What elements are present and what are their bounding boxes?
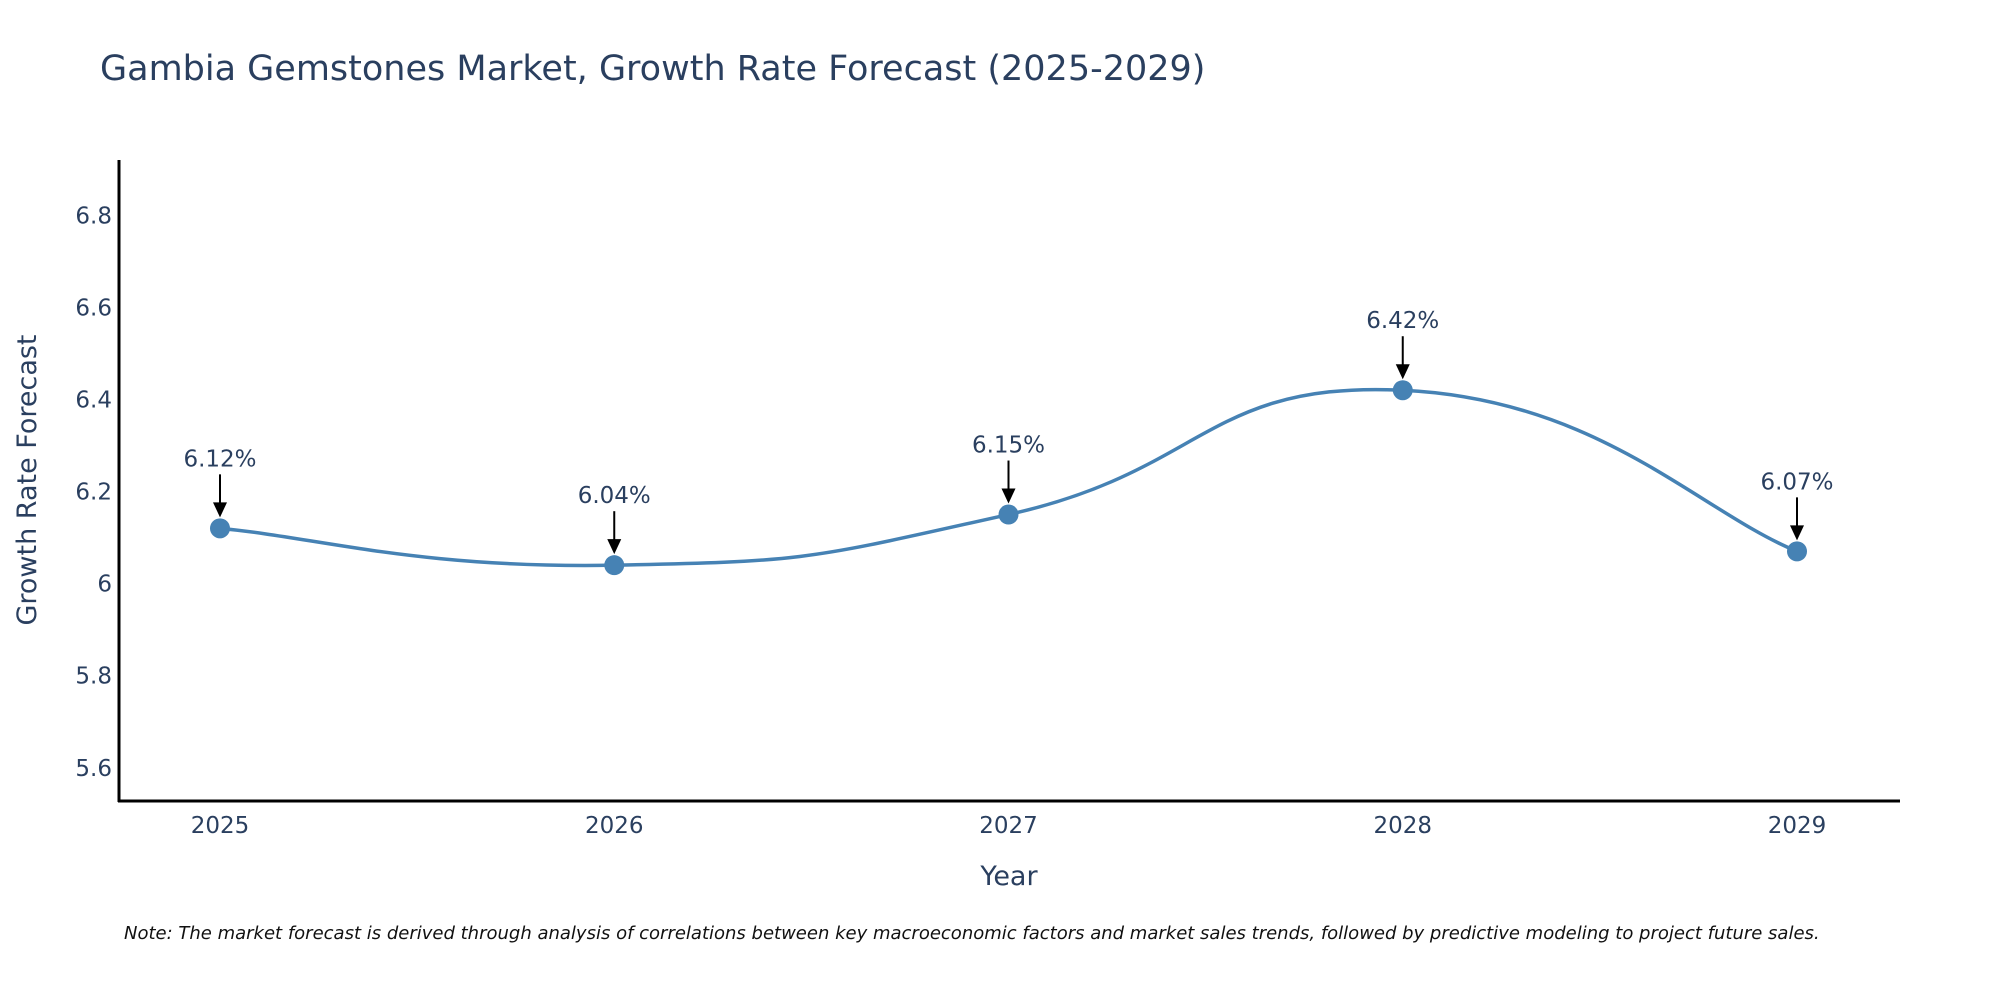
y-tick-label: 6.2 [75,480,112,506]
data-points [210,380,1807,576]
data-label: 6.04% [578,483,651,509]
annotation-arrow-head [1790,525,1804,541]
data-point [1787,541,1807,562]
y-tick-label: 5.8 [75,664,112,690]
x-tick-label: 2026 [585,813,644,839]
annotation-arrow-head [213,502,227,518]
data-label: 6.42% [1366,308,1439,334]
x-axis-ticks: 2025 2026 2027 2028 2029 [191,813,1827,839]
x-tick-label: 2027 [979,813,1038,839]
data-point [210,518,230,539]
y-tick-label: 6.4 [75,387,112,413]
y-tick-label: 6.8 [75,203,112,229]
data-point [998,504,1019,525]
y-tick-label: 6 [97,572,112,598]
annotation-arrow-head [607,539,622,555]
data-point [1392,380,1413,401]
y-tick-label: 5.6 [75,756,112,782]
x-tick-label: 2025 [191,813,250,839]
data-annotations: 6.12% 6.04% 6.15% 6.42% 6.07% [183,308,1834,555]
x-tick-label: 2029 [1768,813,1827,839]
annotation-arrow-head [1001,488,1016,504]
data-label: 6.12% [183,446,256,472]
annotation-arrow-head [1395,364,1410,380]
data-label: 6.07% [1760,469,1833,495]
data-point [604,555,625,576]
x-tick-label: 2028 [1373,813,1432,839]
chart-title: Gambia Gemstones Market, Growth Rate For… [100,49,1205,89]
footnote: Note: The market forecast is derived thr… [124,923,1820,944]
series-line [219,387,1798,568]
data-label: 6.15% [972,433,1045,459]
y-tick-label: 6.6 [75,295,112,321]
y-axis-title: Growth Rate Forecast [12,334,43,625]
x-axis-title: Year [979,861,1038,892]
y-axis-ticks: 5.6 5.8 6 6.2 6.4 6.6 6.8 [75,203,112,782]
